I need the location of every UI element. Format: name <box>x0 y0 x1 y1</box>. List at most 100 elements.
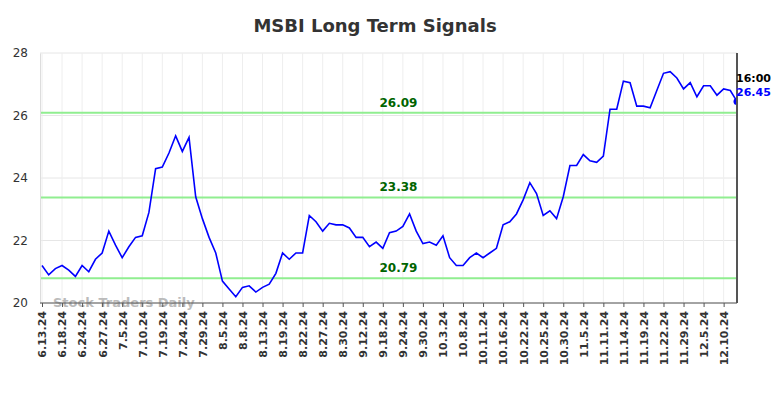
x-tick: 10.25.24 <box>538 303 551 365</box>
level-label: 26.09 <box>380 96 418 110</box>
x-tick-label: 9.30.24 <box>417 311 430 358</box>
y-axis: 2022242628 <box>13 46 41 310</box>
x-tick-label: 8.19.24 <box>277 311 290 358</box>
grid-line <box>40 53 737 54</box>
x-tick-mark <box>603 303 604 307</box>
grid-line <box>523 53 524 303</box>
x-tick: 10.3.24 <box>437 303 450 358</box>
grid-line <box>583 53 584 303</box>
x-tick: 6.24.24 <box>76 303 89 358</box>
grid-line <box>322 53 323 303</box>
x-tick: 8.19.24 <box>277 303 290 358</box>
y-tick: 24 <box>13 171 40 185</box>
x-tick-mark <box>563 303 564 307</box>
level-line <box>40 196 737 198</box>
y-tick-label: 20 <box>13 296 28 310</box>
x-tick-mark <box>443 303 444 307</box>
x-tick: 10.11.24 <box>477 303 490 365</box>
x-tick: 7.5.24 <box>117 303 130 350</box>
x-tick-mark <box>283 303 284 307</box>
y-tick-label: 22 <box>13 234 28 248</box>
y-tick-label: 24 <box>13 171 28 185</box>
x-tick: 10.16.24 <box>497 303 510 365</box>
x-tick: 10.8.24 <box>457 303 470 358</box>
grid-line <box>422 53 423 303</box>
x-tick: 12.5.24 <box>698 303 711 358</box>
grid-line <box>40 240 737 241</box>
grid-line <box>102 53 103 303</box>
x-tick-mark <box>403 303 404 307</box>
grid <box>40 53 737 303</box>
x-tick-label: 11.19.24 <box>638 311 651 366</box>
x-tick: 6.18.24 <box>56 303 69 358</box>
x-tick-mark <box>363 303 364 307</box>
y-tick: 28 <box>13 46 40 60</box>
last-time: 16:00 <box>736 72 771 85</box>
x-tick-mark <box>623 303 624 307</box>
x-tick-mark <box>82 303 83 307</box>
x-tick-mark <box>463 303 464 307</box>
x-tick: 8.22.24 <box>297 303 310 358</box>
x-tick-mark <box>202 303 203 307</box>
grid-line <box>483 53 484 303</box>
x-tick-mark <box>423 303 424 307</box>
grid-line <box>182 53 183 303</box>
x-tick: 11.14.24 <box>618 303 631 365</box>
x-tick: 8.13.24 <box>257 303 270 358</box>
level-line <box>40 277 737 279</box>
x-tick: 8.8.24 <box>237 303 250 350</box>
x-tick-label: 11.14.24 <box>618 311 631 366</box>
grid-line <box>222 53 223 303</box>
x-tick: 8.27.24 <box>317 303 330 358</box>
x-tick-label: 6.27.24 <box>96 311 109 358</box>
x-tick-mark <box>242 303 243 307</box>
last-value: 26.45 <box>736 86 771 99</box>
x-tick: 8.5.24 <box>217 303 230 350</box>
grid-line <box>302 53 303 303</box>
level-line <box>40 112 737 114</box>
grid-line <box>603 53 604 303</box>
grid-line <box>282 53 283 303</box>
x-tick-label: 12.10.24 <box>718 311 731 366</box>
x-axis-line <box>40 303 737 304</box>
grid-line <box>40 115 737 116</box>
x-tick-label: 9.12.24 <box>357 311 370 358</box>
grid-line <box>503 53 504 303</box>
x-tick-mark <box>684 303 685 307</box>
title: MSBI Long Term Signals <box>253 15 496 36</box>
grid-line <box>162 53 163 303</box>
x-tick: 7.19.24 <box>157 303 170 358</box>
grid-line <box>703 53 704 303</box>
x-tick-label: 11.29.24 <box>678 311 691 366</box>
x-tick-mark <box>42 303 43 307</box>
x-tick: 7.24.24 <box>177 303 190 358</box>
level-label: 20.79 <box>380 261 418 275</box>
x-tick-mark <box>523 303 524 307</box>
x-tick-mark <box>142 303 143 307</box>
x-tick-label: 7.19.24 <box>157 311 170 358</box>
x-tick-label: 10.16.24 <box>497 311 510 366</box>
x-tick-label: 10.8.24 <box>457 311 470 358</box>
x-tick-mark <box>62 303 63 307</box>
grid-line <box>40 303 737 304</box>
x-tick: 11.22.24 <box>658 303 671 365</box>
x-tick-mark <box>643 303 644 307</box>
x-tick-mark <box>663 303 664 307</box>
y-axis-line <box>40 54 41 304</box>
x-tick: 7.29.24 <box>197 303 210 358</box>
x-tick: 10.30.24 <box>558 303 571 365</box>
grid-line <box>242 53 243 303</box>
x-tick: 6.27.24 <box>96 303 109 358</box>
x-tick-label: 8.27.24 <box>317 311 330 358</box>
x-tick-label: 7.29.24 <box>197 311 210 358</box>
x-tick-label: 8.8.24 <box>237 311 250 350</box>
x-tick: 9.24.24 <box>397 303 410 358</box>
y-tick: 22 <box>13 234 40 248</box>
x-axis: 6.13.246.18.246.24.246.27.247.5.247.10.2… <box>36 303 737 365</box>
x-tick-label: 11.11.24 <box>598 311 611 366</box>
x-tick-label: 7.5.24 <box>117 311 130 350</box>
x-tick-label: 8.5.24 <box>217 311 230 350</box>
plot <box>42 72 737 297</box>
x-tick-label: 6.13.24 <box>36 311 49 358</box>
x-tick-mark <box>704 303 705 307</box>
